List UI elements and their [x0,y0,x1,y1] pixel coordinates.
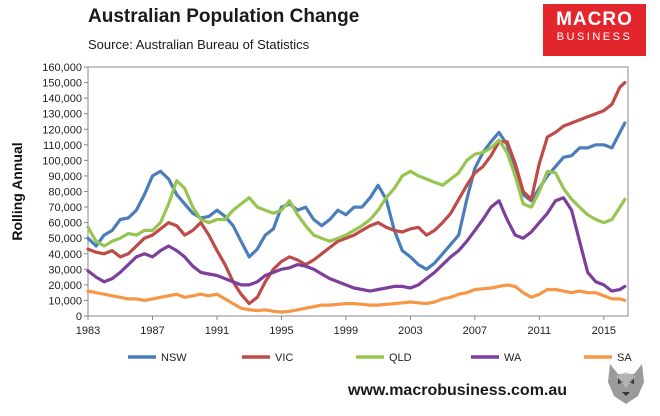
y-tick-label: 40,000 [48,249,82,261]
y-tick-label: 90,000 [48,171,82,183]
chart-subtitle: Source: Australian Bureau of Statistics [88,37,310,52]
x-tick-label: 2007 [463,325,487,337]
y-tick-label: 20,000 [48,280,82,292]
plot-frame [87,66,629,317]
y-tick-label: 150,000 [42,78,82,90]
y-tick-label: 120,000 [42,124,82,136]
y-tick-label: 140,000 [42,93,82,105]
y-tick-label: 70,000 [48,202,82,214]
y-tick-label: 10,000 [48,295,82,307]
logo-line-1: MACRO [556,9,633,30]
y-tick-label: 80,000 [48,187,82,199]
y-tick-label: 60,000 [48,218,82,230]
legend-label-qld: QLD [389,352,412,364]
series-line-nsw [86,121,627,271]
y-tick-label: 160,000 [42,62,82,74]
footer-url[interactable]: www.macrobusiness.com.au [348,382,568,399]
page-title: Australian Population Change [88,6,360,27]
x-tick-label: 2003 [398,325,422,337]
series-line-sa [86,283,627,314]
logo-line-2: BUSINESS [556,31,633,43]
x-tick-label: 1991 [205,325,229,337]
x-tick-label: 2011 [528,325,552,337]
y-tick-label: 0 [76,311,82,323]
x-tick-label: 2015 [592,325,616,337]
y-tick-label: 100,000 [42,155,82,167]
series-line-qld [86,138,627,248]
legend-label-nsw: NSW [161,352,187,364]
macrobusiness-logo[interactable]: MACRO BUSINESS [543,4,646,56]
series-line-vic [86,80,627,306]
x-tick-label: 1983 [76,325,100,337]
legend-label-wa: WA [504,352,522,364]
x-tick-label: 1987 [140,325,164,337]
y-tick-label: 110,000 [43,140,82,152]
y-tick-label: 50,000 [48,233,82,245]
x-tick-label: 1995 [269,325,293,337]
wolf-mascot-icon [608,364,644,404]
legend-label-vic: VIC [275,352,293,364]
legend-label-sa: SA [617,352,632,364]
series-line-wa [86,196,627,293]
y-tick-label: 30,000 [48,264,82,276]
x-tick-label: 1999 [334,325,358,337]
y-axis-label: Rolling Annual [9,142,25,240]
y-tick-label: 130,000 [42,109,82,121]
